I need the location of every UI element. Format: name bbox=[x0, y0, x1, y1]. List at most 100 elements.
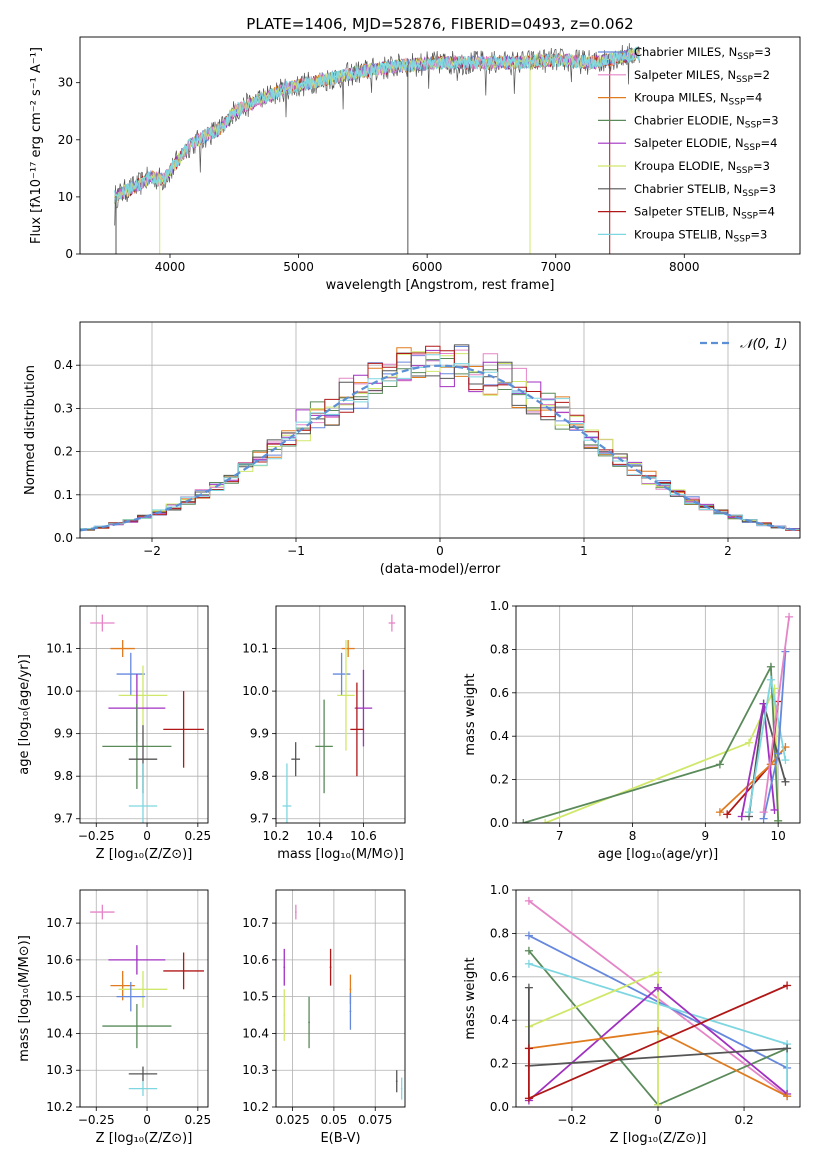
grid bbox=[276, 890, 405, 1108]
x-tick-label: −0.2 bbox=[557, 1113, 586, 1127]
y-tick-label: 10.3 bbox=[242, 1063, 269, 1077]
axes-frame bbox=[79, 889, 209, 1108]
y-axis-label: Flux [fλ10⁻¹⁷ erg cm⁻² s⁻¹ A⁻¹] bbox=[29, 47, 44, 244]
axes-age_vs_Z: −0.25 0 0.25 9.7 9.8 9.9 10.0 10.1 Z [log₁₀(Z/Z⊙… bbox=[17, 605, 211, 862]
legend-subscript: SSP bbox=[736, 166, 753, 176]
legend-text: Chabrier ELODIE, N bbox=[634, 113, 745, 127]
x-tick-label: 0.2 bbox=[735, 1113, 754, 1127]
legend-subscript: SSP bbox=[742, 189, 759, 199]
y-tick-label: 10.2 bbox=[242, 1100, 269, 1114]
legend-subscript: SSP bbox=[734, 234, 751, 244]
legend-text: =4 bbox=[761, 136, 778, 150]
x-axis-label: Z [log₁₀(Z/Z⊙)] bbox=[610, 1131, 707, 1146]
y-axis-label: Normed distribution bbox=[23, 365, 38, 495]
y-tick-label: 0.4 bbox=[490, 1013, 509, 1027]
y-tick-label: 10.5 bbox=[46, 990, 73, 1004]
legend-text: Salpeter ELODIE, N bbox=[634, 136, 744, 150]
x-axis-label: wavelength [Angstrom, rest frame] bbox=[326, 278, 555, 293]
y-tick-label: 10.0 bbox=[242, 684, 269, 698]
plot-area bbox=[90, 904, 204, 1096]
legend-text: Kroupa STELIB, N bbox=[634, 227, 734, 241]
legend-text: =3 bbox=[753, 159, 770, 173]
normal-curve bbox=[80, 364, 800, 532]
legend-entry: Chabrier STELIB, NSSP=3 bbox=[634, 182, 776, 199]
legend-text: =4 bbox=[745, 91, 762, 105]
legend-entry: 𝒩(0, 1) bbox=[740, 337, 787, 352]
x-axis-label: age [log₁₀(age/yr)] bbox=[598, 847, 719, 862]
y-tick-label: 10.0 bbox=[46, 684, 73, 698]
plot-area bbox=[90, 614, 204, 823]
x-axis-label: E(B-V) bbox=[320, 1131, 360, 1146]
y-tick-label: 10.1 bbox=[46, 642, 73, 656]
grid bbox=[516, 605, 800, 824]
x-tick-label: 2 bbox=[724, 544, 732, 558]
axes-age_vs_mass: 10.2 10.4 10.6 9.7 9.8 9.9 10.0 10.1 mass [log₁₀… bbox=[242, 605, 406, 862]
axes-frame bbox=[275, 889, 406, 1108]
y-tick-label: 0 bbox=[65, 247, 73, 261]
legend-subscript: SSP bbox=[744, 143, 761, 153]
legend-text: =3 bbox=[750, 227, 767, 241]
axes-frame bbox=[79, 321, 801, 539]
axes-spectrum: 4000 5000 6000 7000 8000 0 10 20 30 wavelength [A… bbox=[29, 15, 801, 293]
x-tick-label: 0.05 bbox=[321, 1113, 348, 1127]
x-tick-label: −0.25 bbox=[78, 1113, 115, 1127]
x-tick-label: 0.025 bbox=[275, 1113, 309, 1127]
y-tick-label: 10.6 bbox=[242, 953, 269, 967]
y-tick-label: 9.8 bbox=[250, 769, 269, 783]
legend-subscript: SSP bbox=[736, 75, 753, 85]
y-axis-label: mass weight bbox=[463, 957, 478, 1039]
legend-text: =2 bbox=[753, 68, 770, 82]
y-tick-label: 0.4 bbox=[490, 729, 509, 743]
plot-area bbox=[114, 43, 640, 254]
legend-entry: Kroupa ELODIE, NSSP=3 bbox=[634, 159, 770, 176]
y-axis-label: mass weight bbox=[463, 673, 478, 755]
y-tick-label: 10.4 bbox=[242, 1026, 269, 1040]
x-tick-label: 10.4 bbox=[306, 829, 333, 843]
x-tick-label: 9 bbox=[702, 829, 710, 843]
axes-mass_vs_ebv: 0.025 0.05 0.075 10.2 10.3 10.4 10.5 10.6 10.7 E(… bbox=[242, 889, 406, 1146]
legend-text: Salpeter MILES, N bbox=[634, 68, 736, 82]
grid bbox=[275, 606, 405, 823]
weight-line bbox=[762, 616, 790, 813]
legend-text: =3 bbox=[762, 113, 779, 127]
x-tick-label: 0 bbox=[143, 829, 151, 843]
y-tick-label: 10.1 bbox=[242, 642, 269, 656]
y-tick-label: 10.7 bbox=[242, 916, 269, 930]
legend-entry: Chabrier ELODIE, NSSP=3 bbox=[634, 113, 779, 130]
legend-text: =3 bbox=[759, 182, 776, 196]
y-tick-label: 0.0 bbox=[490, 816, 509, 830]
y-tick-label: 10.4 bbox=[46, 1026, 73, 1040]
x-tick-label: 7 bbox=[556, 829, 564, 843]
legend-subscript: SSP bbox=[741, 212, 758, 222]
x-tick-label: 1 bbox=[580, 544, 588, 558]
y-tick-label: 0.8 bbox=[490, 926, 509, 940]
x-tick-label: −2 bbox=[143, 544, 161, 558]
legend-text: Chabrier MILES, N bbox=[634, 45, 737, 59]
axes-weight_vs_age: 7 8 9 10 0.0 0.2 0.4 0.6 0.8 1.0 age [log₁₀(age/yr… bbox=[463, 599, 801, 862]
y-tick-label: 10.2 bbox=[46, 1100, 73, 1114]
y-tick-label: 9.9 bbox=[54, 727, 73, 741]
x-tick-label: 0 bbox=[436, 544, 444, 558]
x-tick-label: 0 bbox=[143, 1113, 151, 1127]
histogram-series bbox=[80, 344, 800, 531]
legend-text: Kroupa MILES, N bbox=[634, 91, 729, 105]
y-tick-label: 0.4 bbox=[54, 358, 73, 372]
y-tick-label: 0.3 bbox=[54, 401, 73, 415]
legend-text: Kroupa ELODIE, N bbox=[634, 159, 736, 173]
grid bbox=[80, 606, 208, 823]
plot-area bbox=[283, 904, 403, 1100]
y-tick-label: 10.7 bbox=[46, 916, 73, 930]
legend-subscript: SSP bbox=[745, 120, 762, 130]
axes-residuals: −2 −1 0 1 2 0.0 0.1 0.2 0.3 0.4 (data-model)/error… bbox=[23, 321, 801, 577]
x-tick-label: 6000 bbox=[412, 260, 443, 274]
y-tick-label: 10.5 bbox=[242, 990, 269, 1004]
y-tick-label: 0.2 bbox=[490, 773, 509, 787]
x-tick-label: 8000 bbox=[669, 260, 700, 274]
x-axis-label: Z [log₁₀(Z/Z⊙)] bbox=[96, 1131, 193, 1146]
legend: 𝒩(0, 1) bbox=[700, 337, 787, 352]
y-tick-label: 9.7 bbox=[54, 812, 73, 826]
x-tick-label: 10.6 bbox=[350, 829, 377, 843]
axes-frame bbox=[79, 605, 209, 824]
legend-subscript: SSP bbox=[729, 98, 746, 108]
x-tick-label: 4000 bbox=[155, 260, 186, 274]
